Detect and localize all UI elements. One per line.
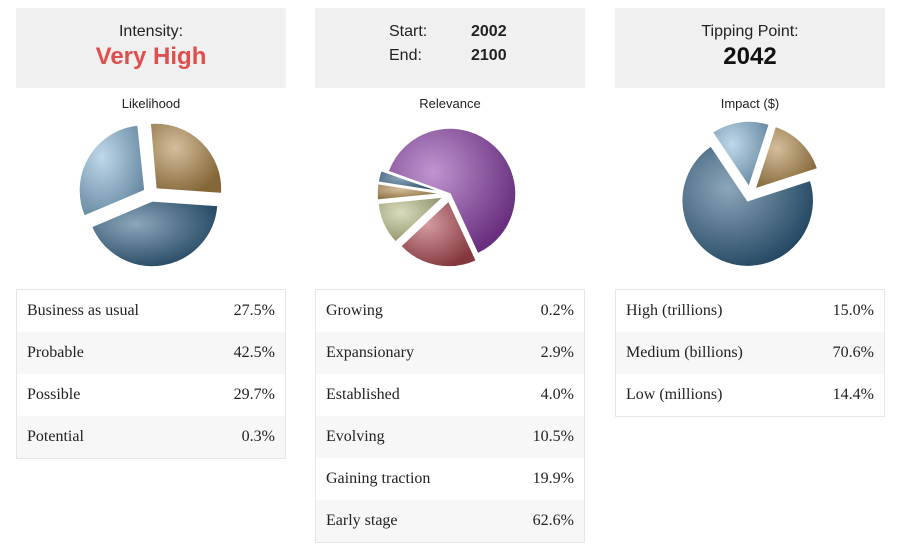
category-label: Low (millions)	[626, 386, 723, 403]
pie-slice-early-stage	[387, 127, 517, 255]
pie-title: Impact ($)	[720, 96, 780, 111]
category-label: Early stage	[326, 512, 398, 529]
category-label: Possible	[27, 386, 81, 403]
pie-slice-potential	[142, 120, 152, 188]
table-row: Potential 0.3%	[17, 416, 285, 458]
percent-value: 15.0%	[832, 302, 874, 319]
pie-slice-possible	[78, 123, 146, 218]
end-label: End:	[389, 47, 422, 64]
impact-table: High (trillions) 15.0% Medium (billions) 70…	[615, 289, 885, 417]
pie-chart	[78, 120, 223, 268]
table-row: Established 4.0%	[316, 374, 584, 416]
category-label: Probable	[27, 344, 84, 361]
table-row: Business as usual 27.5%	[17, 290, 285, 332]
pie-slice-evolving	[377, 195, 446, 244]
category-label: Gaining traction	[326, 470, 431, 487]
pie-slice-growing	[380, 168, 444, 193]
pie-slice-gaining-traction	[399, 199, 478, 268]
pie-slice-low-millions	[711, 120, 771, 189]
tipping-point-value: 2042	[723, 43, 777, 70]
table-row: Possible 29.7%	[17, 374, 285, 416]
intensity-panel: Intensity: Very High	[16, 8, 286, 88]
intensity-value: Very High	[95, 43, 207, 70]
percent-value: 62.6%	[532, 512, 574, 529]
impact-pie	[615, 112, 885, 282]
tipping-point-panel: Tipping Point: 2042	[615, 8, 885, 88]
category-label: Evolving	[326, 428, 385, 445]
likelihood-table: Business as usual 27.5% Probable 42.5% Possi…	[16, 289, 286, 459]
category-label: Established	[326, 386, 400, 403]
percent-value: 29.7%	[233, 386, 275, 403]
table-row: Medium (billions) 70.6%	[616, 332, 884, 374]
percent-value: 42.5%	[233, 344, 275, 361]
pie-title: Relevance	[419, 96, 481, 111]
percent-value: 2.9%	[540, 344, 574, 361]
impact-column: Tipping Point: 2042 Impact ($) High (tri…	[615, 8, 885, 417]
category-label: Business as usual	[27, 302, 139, 319]
pie-slice-probable	[90, 200, 219, 268]
category-label: Expansionary	[326, 344, 414, 361]
percent-value: 27.5%	[233, 302, 275, 319]
percent-value: 0.2%	[540, 302, 574, 319]
table-row: Expansionary 2.9%	[316, 332, 584, 374]
table-row: Growing 0.2%	[316, 290, 584, 332]
end-value: 2100	[471, 47, 507, 64]
percent-value: 0.3%	[241, 428, 275, 445]
table-row: High (trillions) 15.0%	[616, 290, 884, 332]
period-panel: Start: 2002 End: 2100	[315, 8, 585, 88]
category-label: Potential	[27, 428, 84, 445]
pie-chart	[376, 127, 517, 268]
intensity-label: Intensity:	[118, 23, 184, 40]
table-row: Probable 42.5%	[17, 332, 285, 374]
percent-value: 10.5%	[532, 428, 574, 445]
pie-slice-high-trillions	[753, 125, 819, 191]
relevance-column: Start: 2002 End: 2100 Relevance Growing 0.2…	[315, 8, 585, 543]
pie-slice-established	[376, 182, 444, 201]
table-row: Early stage 62.6%	[316, 500, 584, 542]
percent-value: 14.4%	[832, 386, 874, 403]
percent-value: 19.9%	[532, 470, 574, 487]
percent-value: 70.6%	[832, 344, 874, 361]
pie-slice-business-as-usual	[149, 122, 223, 195]
end-row: End: 2100	[389, 47, 539, 65]
percent-value: 4.0%	[540, 386, 574, 403]
start-label: Start:	[389, 23, 428, 40]
start-row: Start: 2002	[389, 23, 539, 41]
pie-title: Likelihood	[121, 96, 181, 111]
table-row: Evolving 10.5%	[316, 416, 584, 458]
category-label: High (trillions)	[626, 302, 723, 319]
likelihood-pie	[16, 112, 286, 282]
table-row: Low (millions) 14.4%	[616, 374, 884, 416]
start-value: 2002	[471, 23, 507, 40]
category-label: Medium (billions)	[626, 344, 743, 361]
tipping-point-label: Tipping Point:	[701, 23, 799, 40]
pie-chart	[680, 120, 819, 268]
likelihood-column: Intensity: Very High Likelihood Business…	[16, 8, 286, 459]
category-label: Growing	[326, 302, 383, 319]
table-row: Gaining traction 19.9%	[316, 458, 584, 500]
relevance-table: Growing 0.2% Expansionary 2.9% Established 4.…	[315, 289, 585, 543]
pie-slice-medium-billions	[680, 144, 815, 268]
relevance-pie	[315, 112, 585, 282]
